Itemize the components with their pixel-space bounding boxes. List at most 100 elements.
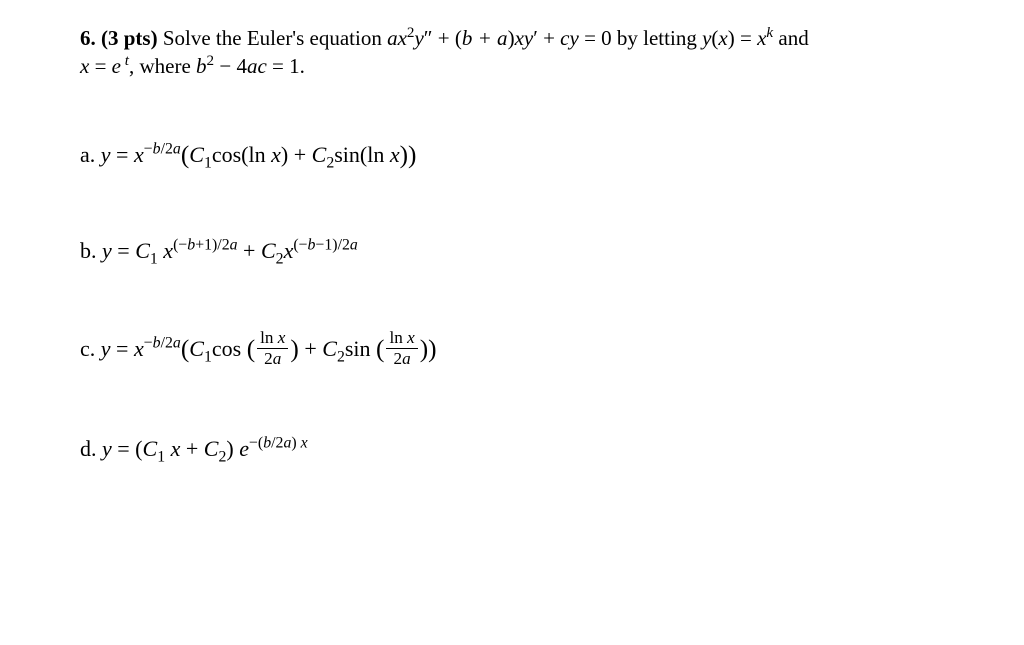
math-var: ac	[247, 54, 267, 78]
math-var: x	[407, 328, 415, 347]
question-text-part: Solve the Euler's equation	[163, 26, 387, 50]
math-open: (	[181, 141, 189, 169]
math-sup: 2	[207, 53, 215, 69]
math-sup-var: b	[263, 435, 271, 452]
math-sub: 1	[204, 348, 212, 365]
math-close: ) +	[281, 142, 312, 167]
math-var: ax	[387, 26, 407, 50]
option-d: d. y = (C1 x + C2) e−(b/2a) x	[80, 434, 954, 465]
math-sup: −(b/2a) x	[249, 435, 308, 452]
math-var: y	[702, 26, 711, 50]
math-func: cos	[212, 336, 247, 361]
frac-den: 2a	[386, 349, 417, 368]
math-var: xy	[515, 26, 534, 50]
math-var: C	[189, 142, 204, 167]
math-text: 2	[394, 349, 403, 368]
math-var: b + a	[462, 26, 508, 50]
math-op: ) =	[728, 26, 757, 50]
math-sup-var: a	[173, 140, 181, 157]
math-var: C	[261, 238, 276, 263]
math-fraction: ln x2a	[257, 329, 288, 368]
math-sup-var: b	[187, 237, 195, 254]
math-var: C	[189, 336, 204, 361]
math-var: y	[101, 142, 111, 167]
math-var: x	[390, 142, 400, 167]
math-var: e	[239, 436, 249, 461]
option-label: d.	[80, 436, 102, 461]
option-label: b.	[80, 238, 102, 263]
math-op: =	[112, 238, 135, 263]
math-var: a	[402, 349, 411, 368]
option-c: c. y = x−b/2a(C1cos (ln x2a) + C2sin (ln…	[80, 331, 954, 370]
math-sup: (−b−1)/2a	[293, 237, 357, 254]
question-points: (3 pts)	[101, 26, 158, 50]
option-label: a.	[80, 142, 101, 167]
math-text: ln	[389, 328, 407, 347]
math-text: 2	[264, 349, 273, 368]
math-sup-var: x	[301, 435, 308, 452]
question-number: 6.	[80, 26, 96, 50]
math-var: e	[112, 54, 121, 78]
math-close: )	[290, 335, 298, 363]
frac-num: ln x	[257, 329, 288, 349]
math-var: C	[312, 142, 327, 167]
math-sup-part: (−	[293, 237, 307, 254]
math-sup-part: /2	[271, 435, 283, 452]
math-sup-part: )	[291, 435, 300, 452]
math-func: sin(ln	[334, 142, 390, 167]
math-sup-part: −	[144, 335, 153, 352]
math-var: x	[80, 54, 89, 78]
math-sub: 1	[204, 154, 212, 171]
math-sub: 2	[276, 250, 284, 267]
math-op: + (	[433, 26, 462, 50]
math-sub: 1	[150, 250, 158, 267]
math-open: (	[376, 335, 384, 363]
math-sup-part: (−	[173, 237, 187, 254]
question-text-part: = 1.	[267, 54, 305, 78]
option-label: c.	[80, 336, 101, 361]
math-var: x	[171, 436, 181, 461]
math-close: )	[226, 436, 239, 461]
math-var: y	[414, 26, 423, 50]
math-var: y	[101, 336, 111, 361]
math-op: − 4	[214, 54, 247, 78]
math-sup-var: a	[173, 335, 181, 352]
option-b: b. y = C1 x(−b+1)/2a + C2x(−b−1)/2a	[80, 236, 954, 267]
option-a: a. y = x−b/2a(C1cos(ln x) + C2sin(ln x))	[80, 137, 954, 172]
math-sup-var: a	[350, 237, 358, 254]
math-var: C	[204, 436, 219, 461]
math-sup-var: a	[230, 237, 238, 254]
math-sup: t	[121, 53, 129, 69]
question-stem: 6. (3 pts) Solve the Euler's equation ax…	[80, 24, 954, 81]
math-var: x	[134, 336, 144, 361]
math-func: cos(ln	[212, 142, 271, 167]
math-var: x	[278, 328, 286, 347]
math-var: C	[143, 436, 158, 461]
math-var: x	[718, 26, 727, 50]
math-sub: 1	[157, 449, 165, 466]
math-op: =	[111, 142, 134, 167]
math-close: ))	[400, 141, 417, 169]
math-var: x	[284, 238, 294, 263]
math-sup-part: +1)/2	[195, 237, 229, 254]
math-var: C	[322, 336, 337, 361]
math-open: (	[181, 335, 189, 363]
math-close: )	[508, 26, 515, 50]
math-sup: −b/2a	[144, 335, 181, 352]
math-op: +	[538, 26, 560, 50]
math-sup-part: /2	[161, 140, 173, 157]
math-close: ))	[420, 335, 437, 363]
math-fraction: ln x2a	[386, 329, 417, 368]
math-sup-var: b	[153, 140, 161, 157]
question-text-part: and	[773, 26, 809, 50]
math-var: x	[271, 142, 281, 167]
math-op: +	[180, 436, 203, 461]
math-op: =	[89, 54, 111, 78]
math-prime: ″	[424, 26, 433, 50]
math-var: b	[196, 54, 207, 78]
math-open: (	[247, 335, 255, 363]
math-sup-part: −1)/2	[315, 237, 349, 254]
math-var: cy	[560, 26, 579, 50]
math-sup-part: /2	[161, 335, 173, 352]
math-var: x	[134, 142, 144, 167]
